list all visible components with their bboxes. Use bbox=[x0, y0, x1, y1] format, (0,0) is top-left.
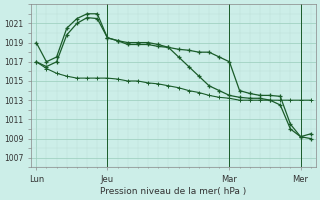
X-axis label: Pression niveau de la mer( hPa ): Pression niveau de la mer( hPa ) bbox=[100, 187, 247, 196]
